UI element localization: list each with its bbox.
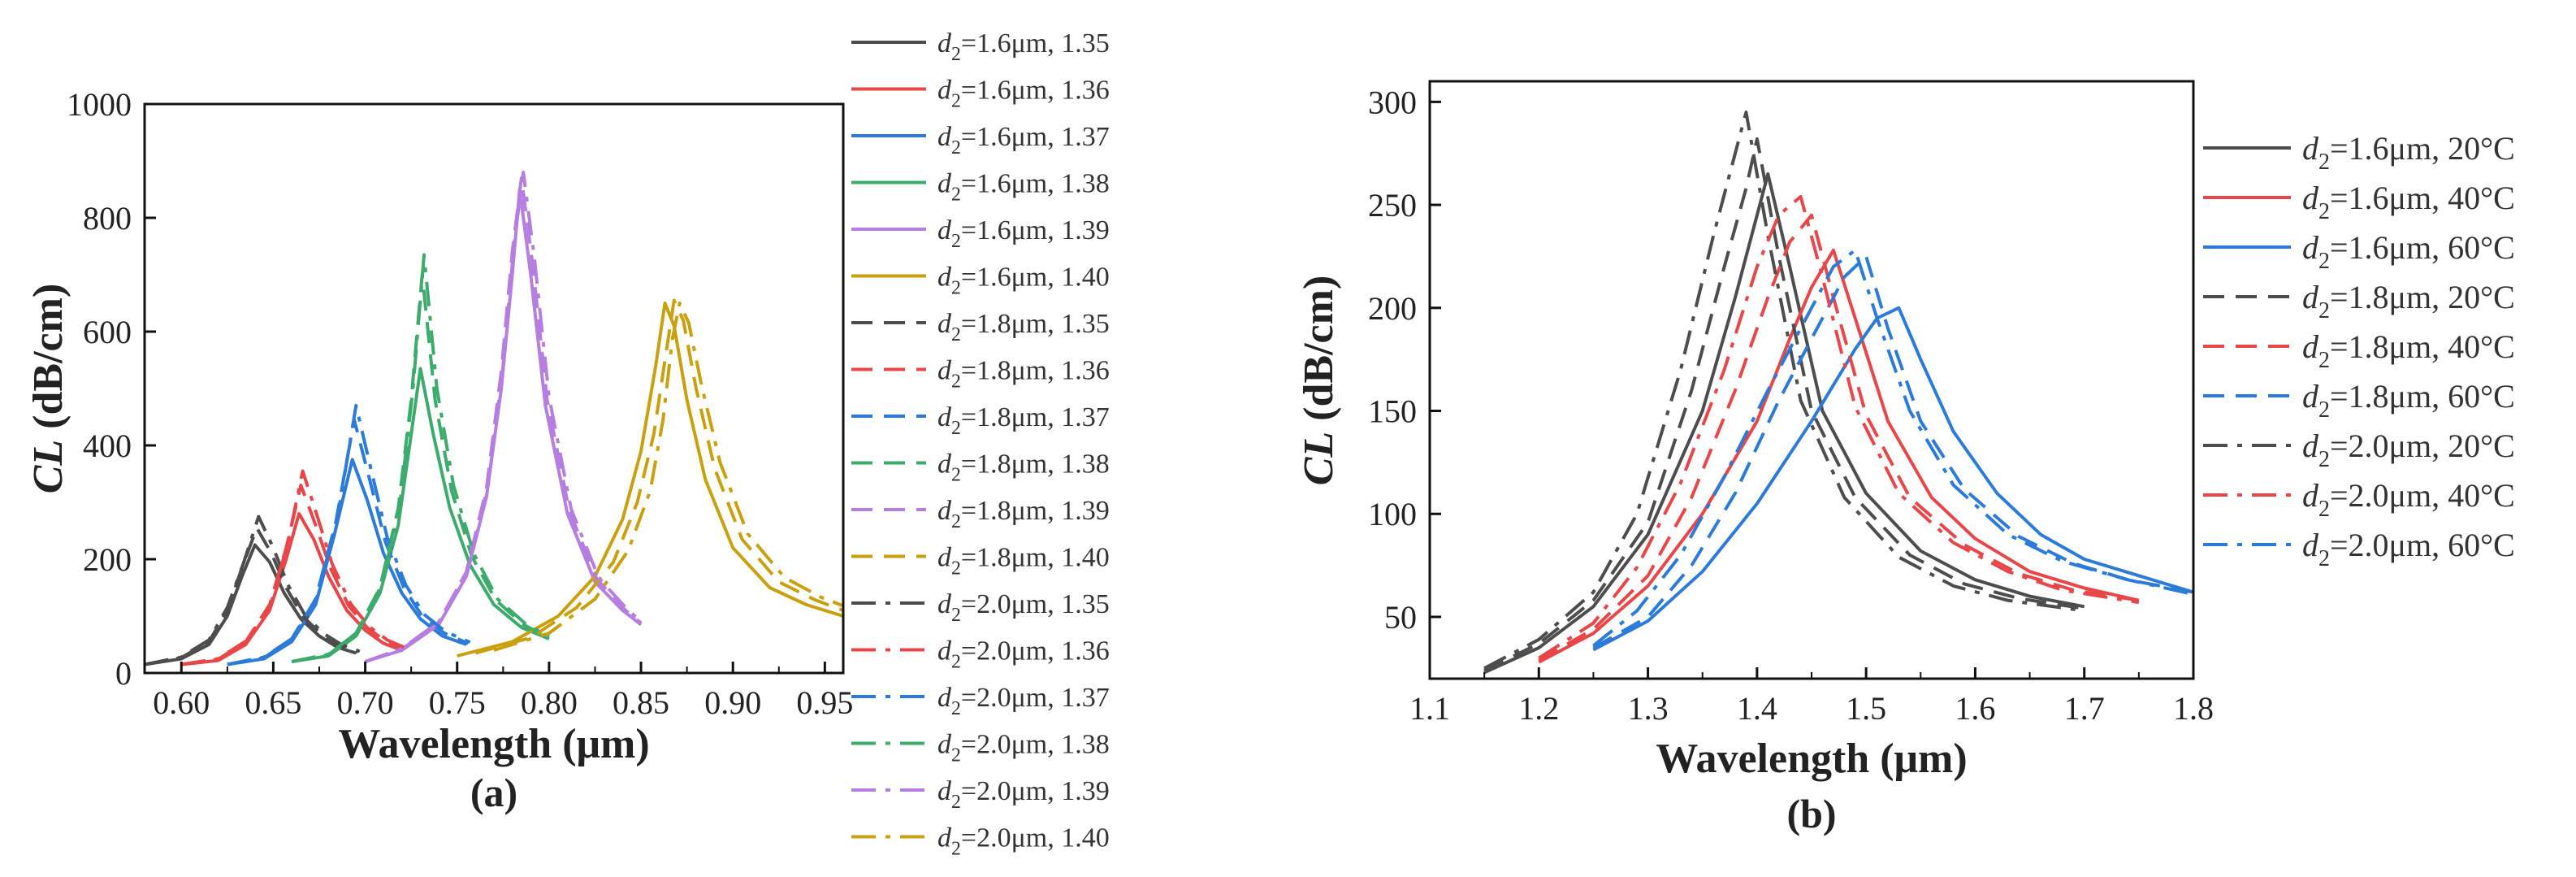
panel-a-legend: d2=1.6μm, 1.35 d2=1.6μm, 1.36 d2=1.6μm, 1.…	[851, 28, 1110, 860]
panel-a-legend-label: d2=1.6μm, 1.38	[937, 168, 1110, 205]
panel-b-ytick-label: 250	[1368, 187, 1417, 224]
panel-b-series	[1483, 111, 2193, 675]
panel-a-series-line	[227, 404, 471, 666]
panel-b-legend-label: d2=1.6μm, 20°C	[2302, 130, 2515, 175]
panel-b-legend-label: d2=2.0μm, 20°C	[2302, 428, 2515, 472]
panel-a-legend-label: d2=1.8μm, 1.37	[937, 402, 1110, 439]
panel-a-series-line	[145, 526, 359, 666]
panel-a-ylabel: CL (dB/cm)	[25, 284, 71, 494]
panel-a-series-line	[145, 514, 361, 666]
panel-a-legend-label: d2=1.8μm, 1.40	[937, 542, 1110, 579]
panel-b-xtick-label: 1.7	[2064, 690, 2105, 727]
panel-b-series-line	[1483, 137, 2085, 672]
panel-a-ytick-label: 200	[83, 541, 132, 578]
panel-b-xlabel: Wavelength (μm)	[1656, 736, 1967, 782]
panel-b-xtick-label: 1.1	[1409, 690, 1450, 727]
panel-a-legend-label: d2=2.0μm, 1.36	[937, 636, 1110, 672]
panel-b-xtick-label: 1.5	[1846, 690, 1886, 727]
panel-a-series-line	[291, 367, 550, 663]
panel-b-legend-label: d2=1.6μm, 60°C	[2302, 229, 2515, 274]
panel-a-series-line	[181, 512, 403, 666]
panel-a-legend-label: d2=1.6μm, 1.36	[937, 75, 1110, 111]
panel-a-series-line	[181, 484, 405, 666]
panel-a-legend-label: d2=1.6μm, 1.35	[937, 28, 1110, 65]
panel-a-xtick-label: 0.85	[613, 684, 669, 721]
panel-b-series-line	[1483, 111, 2085, 671]
panel-a-series-line	[365, 188, 643, 663]
panel-a-xtick-label: 0.65	[245, 684, 301, 721]
panel-b-label: (b)	[1786, 791, 1836, 836]
panel-a-ticks: 0.60 0.65 0.70 0.75 0.80 0.85 0.90 0.95 0 200 400 6…	[67, 86, 853, 721]
panel-a-legend-label: d2=1.8μm, 1.36	[937, 355, 1110, 392]
panel-b-ytick-label: 100	[1368, 496, 1417, 532]
panel-a-legend-label: d2=2.0μm, 1.40	[937, 823, 1110, 859]
panel-a-series-line	[227, 458, 467, 666]
panel-a-ytick-label: 0	[115, 655, 132, 692]
panel-a-xtick-label: 0.80	[521, 684, 578, 721]
panel-a-xtick-label: 0.95	[796, 684, 853, 721]
panel-a-xtick-label: 0.70	[337, 684, 394, 721]
panel-b-xtick-label: 1.3	[1628, 690, 1669, 727]
panel-b-series-line	[1592, 306, 2193, 652]
panel-b-series-line	[1592, 254, 2193, 649]
panel-b-frame	[1428, 80, 2195, 680]
panel-a-series-line	[474, 298, 843, 655]
panel-b-ytick-label: 150	[1368, 393, 1417, 430]
panel-a-ytick-label: 1000	[67, 86, 132, 123]
panel-b-ytick-label: 300	[1368, 84, 1417, 120]
panel-b-xtick-label: 1.8	[2173, 690, 2214, 727]
panel-a-frame	[143, 102, 845, 675]
panel-b-legend-label: d2=2.0μm, 60°C	[2302, 527, 2515, 571]
panel-b-ytick-label: 200	[1368, 290, 1417, 327]
panel-b-legend-label: d2=1.8μm, 40°C	[2302, 328, 2515, 373]
panel-a-series-line	[457, 302, 843, 658]
panel-a-series-line	[291, 253, 550, 663]
panel-a-legend-label: d2=1.6μm, 1.37	[937, 122, 1110, 158]
panel-b-legend-label: d2=1.8μm, 60°C	[2302, 378, 2515, 423]
panel-b-series-line	[1538, 213, 2140, 662]
panel-b-ticks: 1.1 1.2 1.3 1.4 1.5 1.6 1.7 1.8 50 100 150 200 250 30…	[1368, 84, 2214, 727]
panel-a-xlabel: Wavelength (μm)	[338, 721, 649, 767]
panel-a-legend-label: d2=1.6μm, 1.39	[937, 215, 1110, 252]
panel-a-series	[145, 171, 843, 666]
panel-a-xtick-label: 0.90	[704, 684, 761, 721]
panel-a-label: (a)	[470, 770, 517, 815]
panel-a-xtick-label: 0.60	[153, 684, 210, 721]
panel-a-ytick-label: 800	[83, 200, 132, 237]
panel-b-xtick-label: 1.6	[1955, 690, 1995, 727]
panel-b-legend-label: d2=1.6μm, 40°C	[2302, 180, 2515, 224]
panel-a-legend-label: d2=2.0μm, 1.35	[937, 589, 1110, 626]
panel-a-ytick-label: 600	[83, 314, 132, 350]
panel-b-series-line	[1592, 248, 2193, 647]
panel-a-series-line	[180, 469, 407, 666]
panel-a-legend-label: d2=1.8μm, 1.38	[937, 449, 1110, 485]
panel-b-ytick-label: 50	[1384, 599, 1417, 636]
panel-b-xtick-label: 1.4	[1737, 690, 1777, 727]
panel-a-series-line	[291, 273, 550, 663]
panel-a-legend-label: d2=1.8μm, 1.39	[937, 496, 1110, 532]
panel-b-ylabel: CL (dB/cm)	[1296, 276, 1342, 486]
panel-a-ytick-label: 400	[83, 428, 132, 464]
panel-a-legend-label: d2=1.8μm, 1.35	[937, 309, 1110, 345]
panel-a-series-line	[364, 171, 643, 663]
panel-b: 1.1 1.2 1.3 1.4 1.5 1.6 1.7 1.8 50 100 150 200 250 30…	[1296, 80, 2515, 836]
panel-a-legend-label: d2=2.0μm, 1.38	[937, 729, 1110, 766]
panel-b-xtick-label: 1.2	[1518, 690, 1559, 727]
panel-a-series-line	[493, 302, 843, 652]
panel-b-series-line	[1538, 194, 2140, 660]
panel-a-series-line	[145, 543, 357, 666]
panel-a-xtick-label: 0.75	[429, 684, 486, 721]
panel-a: 0.60 0.65 0.70 0.75 0.80 0.85 0.90 0.95 0 200 400 6…	[25, 28, 1110, 860]
panel-b-legend-label: d2=2.0μm, 40°C	[2302, 477, 2515, 522]
panel-a-legend-label: d2=1.6μm, 1.40	[937, 262, 1110, 298]
panel-b-legend-label: d2=1.8μm, 20°C	[2302, 279, 2515, 323]
panel-b-series-line	[1538, 248, 2140, 664]
panel-b-legend: d2=1.6μm, 20°C d2=1.6μm, 40°C d2=1.6μm, 60…	[2203, 130, 2515, 571]
panel-a-legend-label: d2=2.0μm, 1.37	[937, 683, 1110, 719]
panel-a-legend-label: d2=2.0μm, 1.39	[937, 776, 1110, 813]
panel-b-series-line	[1483, 172, 2085, 675]
